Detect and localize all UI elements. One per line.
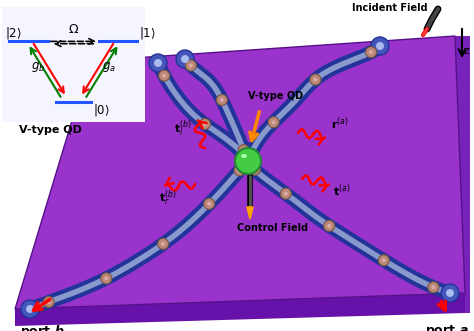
Circle shape (43, 297, 54, 307)
Text: port $\boldsymbol{b}$: port $\boldsymbol{b}$ (20, 323, 64, 331)
Circle shape (149, 54, 167, 72)
Circle shape (200, 118, 210, 129)
Circle shape (161, 242, 165, 246)
Circle shape (189, 64, 193, 68)
Circle shape (327, 224, 331, 228)
Circle shape (431, 285, 436, 289)
FancyBboxPatch shape (0, 4, 148, 125)
Circle shape (26, 305, 34, 313)
Circle shape (234, 165, 245, 176)
Circle shape (310, 74, 321, 85)
Circle shape (220, 98, 224, 102)
Circle shape (158, 238, 169, 249)
Circle shape (249, 164, 260, 175)
Circle shape (446, 289, 454, 297)
Text: Incident Field: Incident Field (352, 3, 428, 13)
Circle shape (47, 300, 51, 304)
Text: z: z (464, 46, 470, 56)
Circle shape (235, 148, 261, 174)
Polygon shape (247, 207, 253, 219)
Circle shape (382, 258, 386, 262)
Text: $\mathbf{r}^{(a)}$: $\mathbf{r}^{(a)}$ (331, 116, 349, 132)
Circle shape (185, 60, 196, 71)
Circle shape (313, 77, 318, 81)
Text: V-type QD: V-type QD (248, 91, 303, 101)
Text: $|1\rangle$: $|1\rangle$ (139, 25, 156, 41)
Circle shape (242, 153, 246, 157)
Circle shape (176, 50, 194, 68)
Circle shape (365, 47, 377, 58)
Circle shape (268, 117, 279, 128)
Circle shape (369, 50, 373, 54)
Text: Control Field: Control Field (237, 223, 309, 233)
Polygon shape (15, 36, 465, 309)
Text: V-type QD: V-type QD (18, 125, 82, 135)
Text: $|2\rangle$: $|2\rangle$ (5, 25, 22, 41)
Circle shape (216, 94, 228, 106)
Text: $\mathbf{t}^{(a)}$: $\mathbf{t}^{(a)}$ (333, 183, 351, 199)
Circle shape (324, 220, 335, 231)
Circle shape (428, 282, 439, 293)
Circle shape (376, 42, 384, 50)
Text: $\Omega$: $\Omega$ (68, 23, 79, 36)
Circle shape (242, 148, 246, 152)
Circle shape (284, 192, 288, 196)
Circle shape (280, 188, 292, 199)
Circle shape (272, 120, 275, 124)
Circle shape (159, 70, 170, 81)
Circle shape (181, 55, 189, 63)
Text: $\mathbf{t}_{r}^{(b)}$: $\mathbf{t}_{r}^{(b)}$ (159, 189, 177, 209)
Text: $|0\rangle$: $|0\rangle$ (93, 102, 110, 118)
Circle shape (21, 300, 39, 318)
Circle shape (378, 255, 389, 266)
Circle shape (239, 150, 250, 161)
Circle shape (246, 149, 256, 160)
Circle shape (207, 202, 211, 206)
Circle shape (371, 37, 389, 55)
Circle shape (203, 122, 207, 126)
Circle shape (237, 168, 242, 172)
Polygon shape (247, 207, 253, 219)
Polygon shape (455, 36, 470, 313)
Text: $g_b$: $g_b$ (31, 60, 45, 74)
Ellipse shape (241, 154, 247, 158)
Circle shape (253, 168, 257, 172)
Circle shape (249, 152, 253, 156)
Text: $g_a$: $g_a$ (102, 60, 116, 74)
Circle shape (204, 198, 215, 209)
Text: port $\boldsymbol{a}$: port $\boldsymbol{a}$ (425, 323, 469, 331)
Circle shape (104, 276, 108, 280)
Circle shape (101, 273, 112, 284)
Text: $\mathbf{t}_{l}^{(b)}$: $\mathbf{t}_{l}^{(b)}$ (174, 118, 192, 139)
Polygon shape (15, 293, 465, 326)
Circle shape (154, 59, 162, 67)
Circle shape (238, 145, 249, 156)
Circle shape (162, 73, 166, 77)
Circle shape (441, 284, 459, 302)
